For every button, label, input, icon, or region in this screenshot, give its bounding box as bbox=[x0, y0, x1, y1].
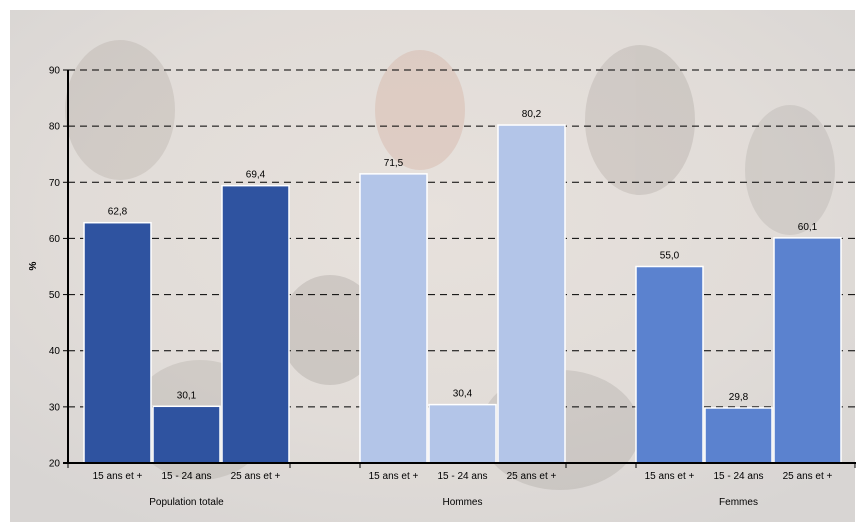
bar-value-label: 29,8 bbox=[729, 392, 749, 403]
y-tick-label: 70 bbox=[49, 178, 61, 189]
category-label: 15 - 24 ans bbox=[713, 471, 763, 482]
labels: 20 30 40 50 60 70 80 90 62,8 15 ans et + 30,1 15 - … bbox=[49, 66, 833, 509]
bar-value-label: 30,4 bbox=[453, 389, 473, 400]
y-tick-label: 60 bbox=[49, 234, 61, 245]
bar-value-label: 69,4 bbox=[246, 170, 266, 181]
category-label: 15 ans et + bbox=[645, 471, 695, 482]
axes bbox=[63, 69, 856, 468]
bar bbox=[83, 221, 152, 464]
y-tick-label: 90 bbox=[49, 66, 61, 77]
category-label: 25 ans et + bbox=[783, 471, 833, 482]
bar-value-label: 62,8 bbox=[108, 207, 128, 218]
bar bbox=[428, 403, 497, 464]
bar bbox=[497, 124, 566, 464]
y-tick-label: 40 bbox=[49, 346, 61, 357]
y-tick-label: 50 bbox=[49, 290, 61, 301]
y-tick-label: 30 bbox=[49, 402, 61, 413]
y-tick-label: 80 bbox=[49, 122, 61, 133]
category-label: 15 - 24 ans bbox=[437, 471, 487, 482]
bar bbox=[359, 173, 428, 464]
group-label: Population totale bbox=[149, 497, 224, 508]
category-label: 15 ans et + bbox=[93, 471, 143, 482]
bars bbox=[83, 124, 842, 464]
category-label: 25 ans et + bbox=[507, 471, 557, 482]
bar bbox=[773, 237, 842, 464]
group-label: Hommes bbox=[442, 497, 482, 508]
bar bbox=[152, 405, 221, 464]
category-label: 15 - 24 ans bbox=[161, 471, 211, 482]
bar bbox=[635, 265, 704, 464]
bar-value-label: 60,1 bbox=[798, 222, 818, 233]
bar-value-label: 30,1 bbox=[177, 390, 197, 401]
bar bbox=[704, 407, 773, 464]
category-label: 25 ans et + bbox=[231, 471, 281, 482]
bar-value-label: 55,0 bbox=[660, 251, 680, 262]
bar bbox=[221, 184, 290, 464]
group-label: Femmes bbox=[719, 497, 758, 508]
category-label: 15 ans et + bbox=[369, 471, 419, 482]
bar-value-label: 71,5 bbox=[384, 158, 404, 169]
y-axis-title: % bbox=[28, 261, 39, 270]
y-tick-label: 20 bbox=[49, 459, 61, 470]
bar-value-label: 80,2 bbox=[522, 109, 542, 120]
